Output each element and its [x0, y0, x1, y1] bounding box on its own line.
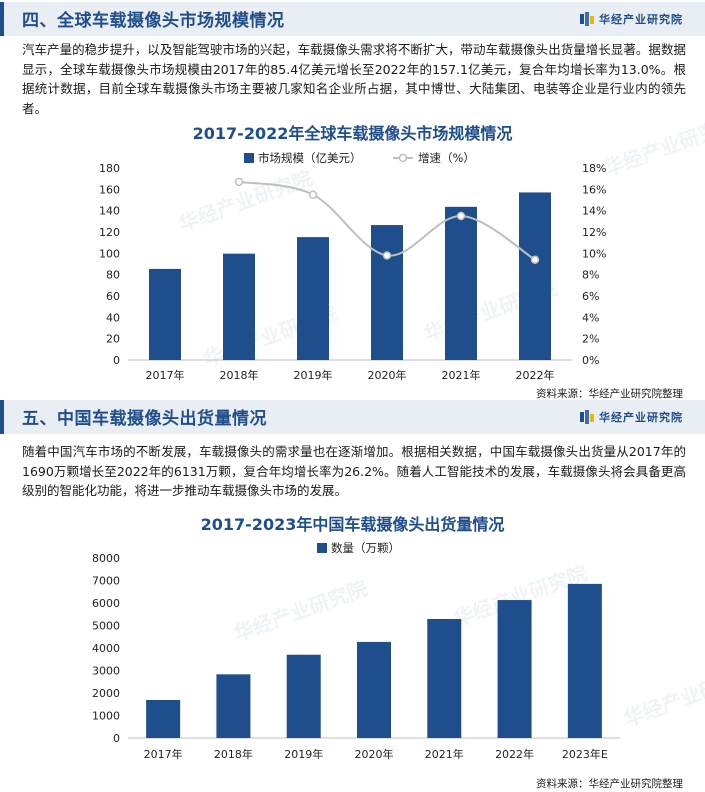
y-tick-label: 4000 [92, 642, 120, 655]
source-note: 资料来源：华经产业研究院整理 [536, 388, 683, 400]
bar [297, 237, 329, 360]
y-tick-label: 0 [113, 354, 120, 367]
brand-logo: 华经产业研究院 [580, 409, 683, 425]
y-tick-label: 160 [99, 183, 120, 196]
section-title: 四、全球车载摄像头市场规模情况 [22, 11, 285, 31]
bar [427, 618, 462, 738]
y2-tick-label: 2% [582, 333, 599, 346]
brand-name: 华经产业研究院 [599, 13, 683, 26]
y2-tick-label: 0% [582, 354, 599, 367]
line-point [234, 177, 244, 187]
y-tick-label: 8000 [92, 552, 120, 565]
y2-tick-label: 6% [582, 290, 599, 303]
y-tick-label: 60 [106, 290, 120, 303]
section-header: 五、中国车载摄像头出货量情况 华经产业研究院 [0, 400, 705, 434]
brand-logo-icon [580, 12, 594, 26]
y-tick-label: 80 [106, 269, 120, 282]
section-paragraph: 随着中国汽车市场的不断发展，车载摄像头的需求量也在逐渐增加。根据相关数据，中国车… [22, 444, 686, 498]
brand-name: 华经产业研究院 [599, 411, 683, 424]
section-header: 四、全球车载摄像头市场规模情况 华经产业研究院 [0, 2, 705, 36]
section-title: 五、中国车载摄像头出货量情况 [22, 409, 267, 429]
bar [149, 268, 181, 360]
y-tick-label: 6000 [92, 597, 120, 610]
x-tick-label: 2019年 [294, 368, 333, 382]
y2-tick-label: 12% [582, 226, 606, 239]
x-tick-label: 2017年 [144, 747, 183, 761]
bar [216, 674, 251, 738]
chart-title: 2017-2023年中国车载摄像头出货量情况 [200, 515, 505, 534]
legend-label: 数量（万颗） [331, 541, 400, 555]
y2-tick-label: 8% [582, 269, 599, 282]
x-tick-label: 2017年 [146, 368, 185, 382]
x-tick-label: 2018年 [220, 368, 259, 382]
legend-label: 市场规模（亿美元） [258, 151, 362, 165]
y-tick-label: 100 [99, 247, 120, 260]
bar [371, 225, 403, 360]
legend-swatch-bar [317, 543, 327, 553]
line-point [382, 251, 392, 260]
bar [519, 192, 551, 360]
y-tick-label: 120 [99, 226, 120, 239]
source-note: 资料来源：华经产业研究院整理 [536, 778, 683, 790]
bar [497, 600, 532, 738]
bar [286, 654, 321, 738]
brand-logo: 华经产业研究院 [580, 11, 683, 27]
y2-tick-label: 16% [582, 183, 606, 196]
market-size-chart: 市场规模（亿美元） 增速（%） 0 20 40 60 80 100 120 140 160 180 0%… [99, 151, 606, 382]
bar [445, 206, 477, 360]
bar [357, 641, 391, 738]
y2-tick-label: 4% [582, 311, 599, 324]
shipment-chart: 数量（万颗） 0 1000 2000 3000 4000 5000 6000 7000 8000 2… [92, 541, 620, 761]
x-tick-label: 2021年 [425, 747, 464, 761]
y-tick-label: 40 [106, 311, 120, 324]
section-paragraph: 汽车产量的稳步提升，以及智能驾驶市场的兴起，车载摄像头需求将不断扩大，带动车载摄… [22, 42, 686, 116]
line-point [456, 211, 466, 221]
x-tick-label: 2022年 [495, 747, 534, 761]
x-tick-label: 2020年 [368, 368, 407, 382]
y-tick-label: 20 [106, 333, 120, 346]
y-tick-label: 7000 [92, 575, 120, 588]
x-tick-label: 2021年 [442, 368, 481, 382]
x-tick-label: 2023年E [562, 747, 608, 761]
chart-title: 2017-2022年全球车载摄像头市场规模情况 [192, 124, 513, 143]
y-tick-label: 2000 [92, 687, 120, 700]
y-tick-label: 5000 [92, 620, 120, 633]
line-point [530, 255, 540, 264]
y-tick-label: 1000 [92, 710, 120, 723]
brand-logo-icon [580, 410, 594, 424]
legend-marker [398, 153, 408, 163]
y2-tick-label: 18% [582, 162, 606, 175]
line-point [308, 190, 318, 199]
legend-swatch-bar [244, 153, 254, 163]
x-tick-label: 2018年 [214, 747, 253, 761]
y2-tick-label: 14% [582, 205, 606, 218]
y2-tick-label: 10% [582, 247, 606, 260]
x-tick-label: 2020年 [355, 747, 394, 761]
bar [146, 699, 181, 738]
legend-label: 增速（%） [418, 151, 475, 165]
y-tick-label: 140 [99, 205, 120, 218]
x-tick-label: 2019年 [284, 747, 323, 761]
y-tick-label: 3000 [92, 665, 120, 678]
y-tick-label: 180 [99, 162, 120, 175]
bar [567, 583, 602, 738]
bar [223, 253, 255, 360]
y-tick-label: 0 [113, 732, 120, 745]
x-tick-label: 2022年 [516, 368, 555, 382]
